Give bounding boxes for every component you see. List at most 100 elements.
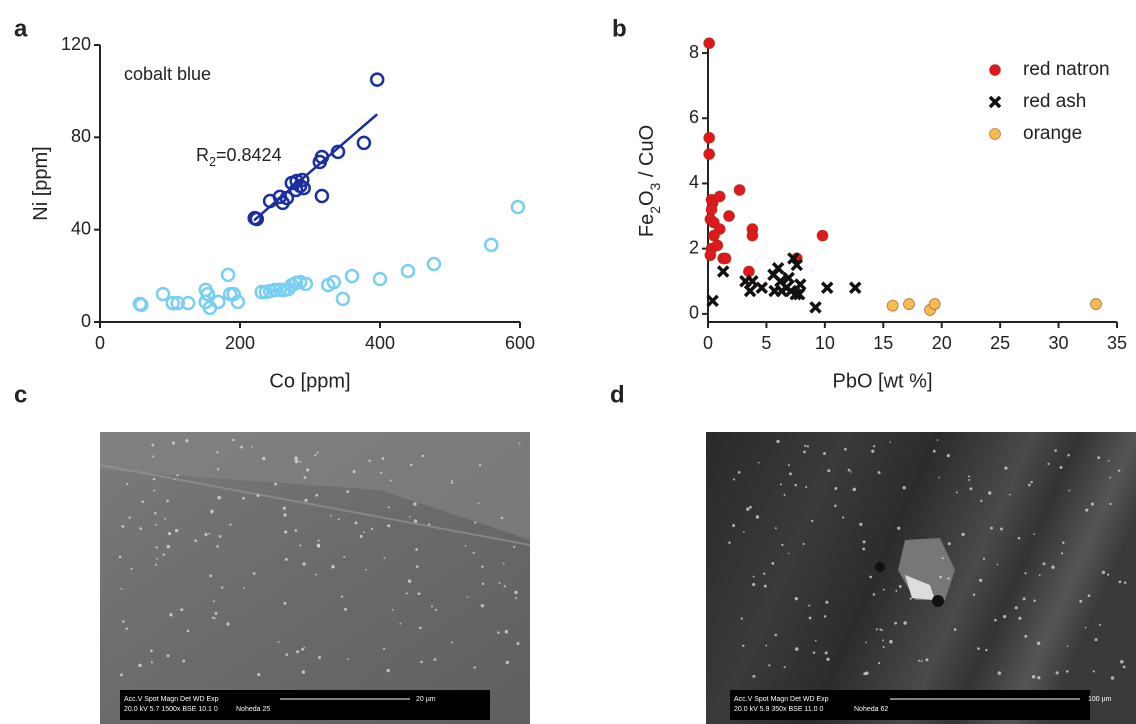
- sem-particle: [337, 518, 340, 521]
- sem-particle: [296, 650, 300, 654]
- sem-particle: [171, 441, 176, 445]
- sample-id: Noheda 25: [236, 706, 270, 713]
- marker: [134, 297, 149, 313]
- sem-particle: [514, 590, 518, 595]
- sem-particle: [812, 651, 816, 654]
- sem-particle: [130, 567, 133, 570]
- sem-particle: [283, 513, 287, 517]
- sem-particle: [826, 657, 830, 661]
- sem-particle: [212, 616, 215, 619]
- sem-particle: [497, 631, 500, 634]
- sem-particle: [972, 593, 976, 596]
- sem-particle: [938, 476, 940, 479]
- y-tick-label: 6: [689, 107, 699, 127]
- marker: [703, 37, 716, 50]
- marker: [220, 267, 236, 283]
- sem-particle: [340, 595, 344, 598]
- sem-particle: [174, 528, 179, 533]
- sem-particle: [882, 639, 885, 642]
- sem-particle: [732, 478, 736, 481]
- sem-particle: [1065, 670, 1069, 673]
- sem-particle: [213, 617, 216, 620]
- sem-particle: [420, 660, 423, 664]
- sem-particle: [354, 521, 358, 525]
- sem-particle: [794, 647, 799, 651]
- text-part: O: [636, 190, 658, 206]
- sem-particle: [889, 639, 893, 644]
- sem-particle: [897, 526, 901, 530]
- x-tick-label: 15: [873, 333, 893, 353]
- sem-particle: [162, 553, 165, 556]
- marker: [267, 282, 283, 298]
- sem-particle: [1017, 536, 1021, 540]
- marker: [372, 271, 388, 287]
- marker: [295, 172, 310, 188]
- marker: [703, 148, 716, 161]
- sem-particle: [834, 504, 837, 508]
- sem-particle: [947, 577, 950, 580]
- sem-particle: [1094, 638, 1098, 642]
- sem-particle: [873, 445, 876, 448]
- sem-particle: [118, 555, 122, 559]
- sem-particle: [985, 648, 988, 652]
- sem-particle: [229, 523, 232, 526]
- x-tick-label: 20: [932, 333, 952, 353]
- marker: [706, 294, 719, 308]
- sem-particle: [847, 468, 851, 472]
- marker: [809, 301, 822, 314]
- x-tick-label: 200: [225, 333, 255, 353]
- sem-particle: [185, 439, 189, 443]
- sem-particle: [344, 607, 347, 611]
- sem-particle: [755, 515, 760, 519]
- sem-particle: [232, 438, 235, 442]
- sem-particle: [1123, 581, 1127, 585]
- sem-particle: [407, 579, 412, 583]
- sem-inclusion-bright: [905, 575, 935, 600]
- sem-particle: [1047, 462, 1050, 465]
- sem-particle: [862, 540, 866, 544]
- y-tick-label: 0: [689, 303, 699, 323]
- sem-particle: [156, 557, 158, 560]
- sem-particle: [364, 568, 367, 571]
- sem-particle: [946, 454, 950, 458]
- marker: [326, 274, 342, 290]
- x-tick-label: 600: [505, 333, 535, 353]
- sem-particle: [1106, 573, 1110, 576]
- panel-label: a: [14, 15, 28, 42]
- sem-particle: [1002, 614, 1007, 619]
- sem-particle: [331, 564, 335, 569]
- sem-particle: [242, 496, 245, 500]
- marker: [782, 271, 795, 285]
- marker: [886, 299, 899, 312]
- sem-particle: [947, 542, 951, 546]
- marker: [254, 284, 269, 300]
- sem-particle: [210, 511, 213, 514]
- sem-pore: [932, 595, 944, 607]
- marker: [1090, 298, 1102, 310]
- sem-particle: [1059, 466, 1063, 469]
- sem-particle: [405, 592, 408, 595]
- sem-particle: [277, 640, 280, 643]
- sem-particle: [243, 586, 245, 589]
- sem-particle: [749, 505, 752, 509]
- marker: [484, 237, 499, 253]
- sem-particle: [502, 562, 505, 565]
- sem-particle: [1014, 606, 1018, 610]
- sem-particle: [383, 557, 386, 559]
- x-tick-label: 5: [761, 333, 771, 353]
- sem-particle: [164, 517, 166, 520]
- sem-particle: [776, 439, 780, 444]
- sem-particle: [1087, 594, 1091, 598]
- sem-particle: [503, 585, 506, 588]
- sem-particle: [152, 477, 156, 481]
- marker: [733, 184, 746, 196]
- sem-particle: [214, 611, 218, 615]
- sem-particle: [932, 449, 936, 453]
- sem-particle: [732, 524, 736, 527]
- y-tick-label: 40: [71, 218, 91, 238]
- sem-particle: [120, 673, 123, 677]
- sem-particle: [878, 662, 881, 665]
- x-tick-label: 30: [1049, 333, 1069, 353]
- panel-label: b: [612, 15, 627, 42]
